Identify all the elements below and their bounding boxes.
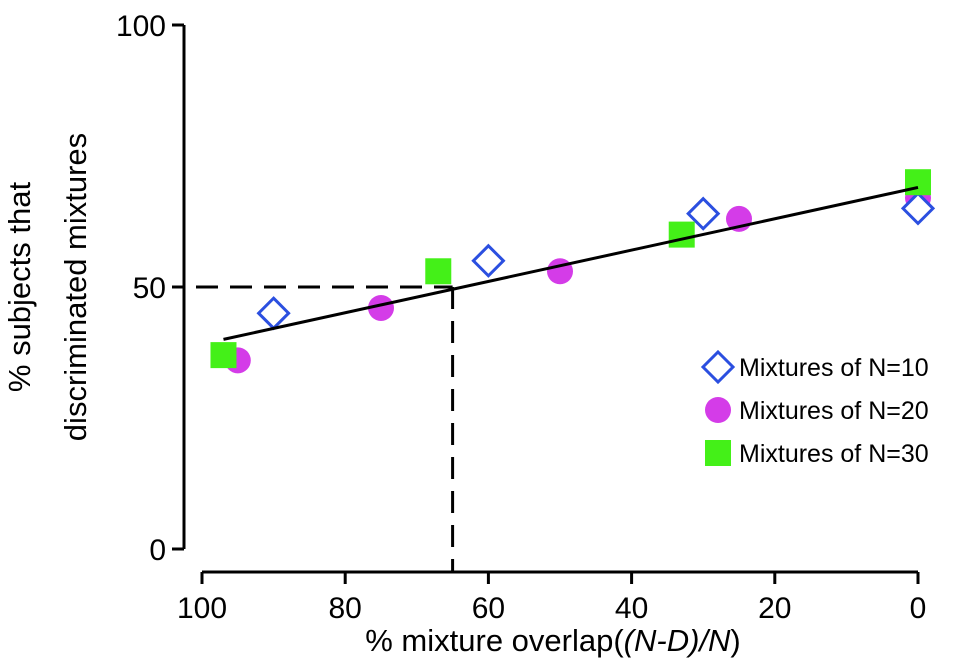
diamond-point: [900, 191, 936, 226]
circle-point: [368, 294, 394, 321]
x-tick-label: 40: [615, 592, 648, 625]
square-point: [668, 221, 695, 248]
x-axis-title-close: ): [730, 623, 740, 658]
y-axis-title-line1: % subjects that: [2, 182, 37, 393]
x-tick-label: 100: [177, 592, 227, 625]
diamond-point: [256, 296, 291, 331]
x-axis-title: % mixture overlap((N-D)/N): [365, 623, 741, 658]
fit-line: [223, 185, 919, 341]
x-tick-label: 0: [910, 592, 927, 625]
x-tick-label: 60: [472, 592, 505, 625]
y-tick-label: 50: [133, 272, 166, 305]
y-tick-label: 100: [116, 10, 166, 43]
x-axis-title-italic: (N-D)/N: [624, 623, 731, 658]
y-tick-label: 0: [149, 534, 166, 567]
plot-area: 100 50 0 100 80 60 40 20 0 Mixtures of N=10 Mixtur…: [116, 10, 936, 625]
circle-point: [547, 258, 573, 285]
x-tick-label: 80: [329, 592, 362, 625]
legend-circle-marker: [705, 397, 731, 423]
x-tick-label: 20: [758, 592, 791, 625]
legend-square-marker: [705, 440, 731, 466]
y-axis-title-line2: discriminated mixtures: [58, 133, 93, 441]
square-point: [905, 169, 931, 196]
legend-diamond-marker: [700, 349, 736, 385]
diamond-point: [471, 243, 506, 278]
legend-label: Mixtures of N=30: [739, 440, 929, 468]
legend-label: Mixtures of N=20: [739, 397, 929, 425]
legend-label: Mixtures of N=10: [739, 354, 929, 382]
square-point: [425, 258, 452, 285]
diamond-point: [686, 196, 721, 231]
square-point: [210, 342, 237, 369]
y-axis-title: % subjects that discriminated mixtures: [2, 133, 93, 441]
x-axis-title-plain: % mixture overlap(: [365, 623, 624, 658]
